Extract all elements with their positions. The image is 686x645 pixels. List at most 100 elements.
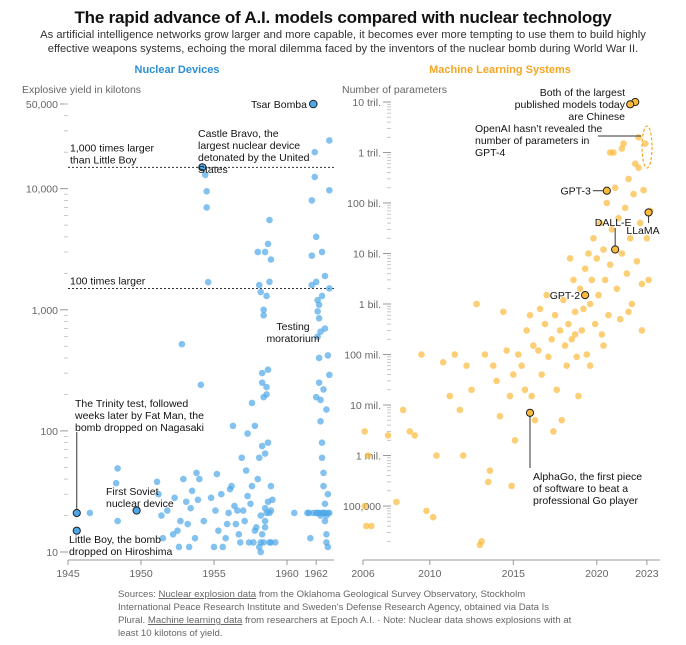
ml-data-point (638, 280, 646, 288)
gpt4-unknown-marker (641, 125, 653, 169)
nuclear-data-point (204, 278, 212, 286)
ml-data-point (368, 522, 375, 530)
ml-data-point (645, 276, 652, 284)
nuclear-data-point (315, 354, 323, 362)
ml-data-point (553, 386, 561, 394)
nuclear-data-point (247, 500, 254, 508)
sources-note: Sources: Nuclear explosion data from the… (118, 588, 578, 640)
nuclear-data-point (263, 383, 270, 391)
nuclear-data-point (236, 539, 244, 546)
ml-data-point (361, 428, 368, 435)
ml-data-point (643, 234, 651, 242)
nuclear-data-point (312, 278, 320, 286)
nuclear-data-point (244, 492, 251, 500)
ml-data-point (439, 359, 447, 366)
gpt2-point (581, 291, 590, 300)
nuclear-data-point (229, 422, 237, 430)
nuclear-data-point (266, 509, 273, 517)
ml-data-point (515, 351, 522, 358)
ml-data-point (600, 246, 607, 253)
ml-data-point (595, 291, 602, 299)
castle-bravo-label: Castle Bravo, the largest nuclear device d… (198, 128, 310, 176)
ml-data-point (399, 406, 407, 414)
dalle-label: DALL-E (595, 217, 632, 229)
ml-data-point (640, 186, 647, 194)
nuclear-data-point (321, 272, 329, 280)
ml-data-point (556, 327, 564, 334)
nuclear-panel-title: Nuclear Devices (135, 64, 220, 76)
nuclear-y-tick-label: 1,000 (32, 305, 58, 317)
ml-data-point (606, 261, 614, 269)
reference-line-label: 1,000 times larger than Little Boy (70, 142, 155, 166)
nuclear-x-tick-label: 1960 (275, 568, 299, 580)
nuclear-data-point (264, 498, 272, 506)
ml-data-point (536, 305, 544, 313)
nuclear-data-point (315, 379, 323, 386)
ml-data-point (543, 291, 550, 299)
ml-data-point (451, 351, 459, 358)
nuclear-data-point (194, 496, 202, 504)
ml-panel: Machine Learning Systems Number of parame… (342, 64, 660, 580)
nuclear-data-point (260, 393, 267, 401)
nuclear-data-point (232, 520, 240, 528)
nuclear-data-point (218, 490, 225, 498)
gpt3-label: GPT-3 (560, 186, 591, 198)
nuclear-data-point (266, 278, 273, 286)
nuclear-data-link[interactable]: Nuclear explosion data (158, 589, 257, 600)
nuclear-data-point (261, 450, 269, 457)
ml-data-point (411, 432, 419, 439)
nuclear-data-point (242, 467, 250, 474)
sources-separator: · (377, 615, 381, 626)
ml-data-point (361, 502, 368, 510)
nuclear-data-point (261, 517, 269, 525)
nuclear-x-tick-label: 1962 (305, 568, 329, 580)
ml-data-point (563, 362, 571, 370)
nuclear-data-point (235, 531, 243, 538)
nuclear-x-tick-label: 1945 (56, 568, 80, 580)
nuclear-data-point (238, 454, 246, 462)
ml-data-point (583, 351, 591, 358)
ml-data-point (550, 428, 557, 435)
nuclear-data-point (171, 494, 178, 502)
ml-data-point (581, 265, 589, 273)
little-boy-label: Little Boy, the bomb dropped on Hiroshima (69, 534, 172, 558)
nuclear-y-axis-label: Explosive yield in kilotons (22, 84, 141, 96)
tsar-bomba-point (308, 99, 318, 109)
nuclear-data-point (324, 490, 332, 498)
ml-x-tick-label: 2015 (502, 568, 526, 580)
ml-data-point (625, 308, 632, 316)
nuclear-data-point (175, 543, 183, 551)
nuclear-data-point (323, 531, 330, 538)
ml-data-point (545, 353, 552, 361)
ml-data-point (590, 234, 597, 242)
nuclear-data-point (326, 137, 333, 144)
ml-y-tick-label: 100 bil. (347, 198, 381, 210)
ml-data-point (463, 362, 470, 370)
nuclear-data-point (258, 531, 266, 538)
ml-x-tick-label: 2023 (635, 568, 659, 580)
ml-data-point (493, 377, 500, 385)
ml-data-point (598, 331, 606, 338)
nuclear-data-point (318, 439, 326, 446)
ml-data-point (630, 190, 637, 198)
nuclear-data-point (311, 173, 319, 181)
nuclear-data-point (324, 543, 332, 551)
ml-data-point (423, 507, 430, 515)
ml-data-point (429, 513, 437, 521)
nuclear-data-point (317, 417, 324, 425)
ml-data-point (503, 347, 510, 354)
ml-data-link[interactable]: Machine learning data (147, 615, 243, 626)
trinity-point (72, 508, 81, 518)
ml-data-point (510, 371, 517, 378)
nuclear-data-point (193, 469, 200, 477)
ml-data-point (571, 331, 579, 338)
first-soviet-label: First Soviet nuclear device (106, 486, 174, 510)
ml-data-point (481, 351, 489, 358)
sources-label: Sources: (118, 589, 156, 600)
nuclear-panel: Nuclear Devices Explosive yield in kiloto… (22, 64, 334, 580)
ml-y-tick-label: 1 bil. (359, 299, 381, 311)
ml-data-point (384, 432, 392, 439)
nuclear-data-point (257, 288, 265, 296)
nuclear-data-point (251, 422, 259, 430)
nuclear-data-point (320, 509, 327, 517)
